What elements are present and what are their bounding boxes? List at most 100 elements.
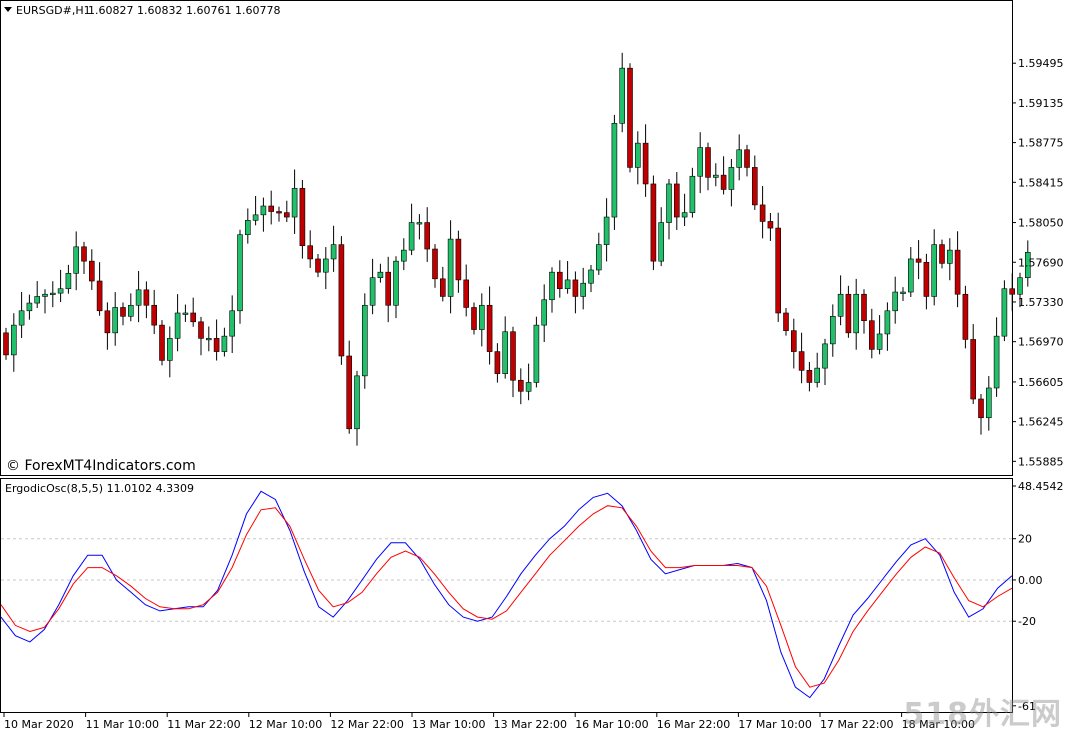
candle-bull xyxy=(611,123,618,218)
candle-bear xyxy=(120,307,126,317)
candle-bull xyxy=(1001,288,1008,337)
candle-bear xyxy=(517,379,524,392)
indicator-axis: 48.4542 20 0.00 -20 -61 xyxy=(1012,480,1064,713)
candle-bear xyxy=(939,244,945,264)
candle-bear xyxy=(759,204,766,222)
time-tick-label: 12 Mar 22:00 xyxy=(330,718,403,731)
candle-bear xyxy=(915,258,922,263)
candle-bull xyxy=(876,333,883,350)
candle-bear xyxy=(346,355,353,430)
candle-bull xyxy=(18,310,25,326)
candle-bear xyxy=(556,271,563,290)
candle-bull xyxy=(361,304,368,377)
candle-bull xyxy=(377,271,384,279)
candle-bear xyxy=(307,245,314,260)
price-tick-label: 1.57690 xyxy=(1018,256,1064,269)
candle-bull xyxy=(502,331,509,374)
candle-bull xyxy=(252,214,259,221)
price-tick-label: 1.55885 xyxy=(1018,455,1064,468)
candle-bull xyxy=(174,312,181,339)
price-tick-label: 1.57330 xyxy=(1018,296,1064,309)
time-tick-label: 13 Mar 22:00 xyxy=(494,718,567,731)
candle-bear xyxy=(338,244,345,357)
candle-bull xyxy=(603,216,610,245)
candle-bull xyxy=(65,272,72,290)
candle-bull xyxy=(11,324,17,356)
candle-bear xyxy=(845,293,852,334)
candle-bear xyxy=(978,398,984,419)
candle-bull xyxy=(73,246,79,274)
candle-bull xyxy=(416,222,423,225)
candle-bear xyxy=(767,221,774,229)
candle-bull xyxy=(853,293,860,334)
price-tick-label: 1.58415 xyxy=(1018,176,1064,189)
candle-bull xyxy=(112,307,118,334)
symbol-label: EURSGD#,H1 xyxy=(16,4,91,17)
indicator-lines xyxy=(0,490,1013,699)
candle-bear xyxy=(315,258,321,273)
time-tick-label: 11 Mar 10:00 xyxy=(86,718,159,731)
price-tick-label: 1.59135 xyxy=(1018,97,1064,110)
candle-bull xyxy=(447,238,454,297)
candle-bull xyxy=(681,212,688,218)
candle-bull xyxy=(1025,252,1031,279)
candle-bear xyxy=(806,370,813,383)
candle-bear xyxy=(89,260,95,282)
time-tick-label: 16 Mar 22:00 xyxy=(657,718,730,731)
candle-bull xyxy=(900,291,906,294)
candle-bear xyxy=(268,205,275,212)
candle-bear xyxy=(510,331,516,381)
candle-bull xyxy=(892,291,899,312)
candle-bull xyxy=(533,324,540,383)
candle-bear xyxy=(455,238,462,281)
candle-bull xyxy=(822,343,828,369)
ohlc-label: 1.60827 1.60832 1.60761 1.60778 xyxy=(88,4,280,17)
candle-bull xyxy=(400,249,407,262)
candle-bull xyxy=(634,142,641,168)
candle-bull xyxy=(541,299,548,326)
candle-bull xyxy=(42,293,48,297)
candle-bull xyxy=(595,244,602,271)
candle-bull xyxy=(580,282,587,297)
candle-bull xyxy=(884,310,891,335)
indicator-tick-label: 0.00 xyxy=(1018,574,1043,587)
candle-bear xyxy=(96,280,103,312)
candle-bull xyxy=(229,310,235,337)
candle-bull xyxy=(549,271,555,301)
candle-bull xyxy=(393,260,399,306)
indicator-tick-label: 48.4542 xyxy=(1018,480,1064,493)
price-tick-label: 1.56605 xyxy=(1018,376,1064,389)
candle-bull xyxy=(260,205,267,216)
candle-bull xyxy=(478,304,485,330)
candle-bull xyxy=(49,292,56,295)
candle-bear xyxy=(143,289,150,306)
indicator-panel-frame xyxy=(0,478,1013,713)
candle-bear xyxy=(463,279,470,308)
candle-bear xyxy=(751,167,758,206)
candle-bear xyxy=(650,183,657,262)
time-tick-label: 13 Mar 10:00 xyxy=(412,718,485,731)
candle-bear xyxy=(432,248,438,280)
candle-bull xyxy=(26,302,33,312)
candle-bull xyxy=(57,288,64,294)
candle-bear xyxy=(190,312,196,323)
candle-bull xyxy=(837,293,844,317)
dropdown-triangle-icon[interactable] xyxy=(4,7,12,12)
candle-bull xyxy=(1017,277,1023,295)
candle-bull xyxy=(182,312,189,315)
candle-bear xyxy=(1009,288,1016,295)
candle-bear xyxy=(151,304,157,326)
time-tick-label: 10 Mar 2020 xyxy=(4,718,74,731)
candle-bear xyxy=(970,339,977,400)
candle-bull xyxy=(814,367,821,383)
candle-bull xyxy=(658,222,665,262)
price-tick-label: 1.56245 xyxy=(1018,416,1064,429)
candle-bear xyxy=(861,293,867,322)
candle-bear xyxy=(673,183,680,218)
candle-bull xyxy=(322,258,329,273)
candle-bull xyxy=(736,149,743,168)
candle-bear xyxy=(471,307,477,330)
time-tick-label: 12 Mar 10:00 xyxy=(249,718,322,731)
candle-bull xyxy=(588,269,594,284)
candle-bear xyxy=(3,332,9,356)
